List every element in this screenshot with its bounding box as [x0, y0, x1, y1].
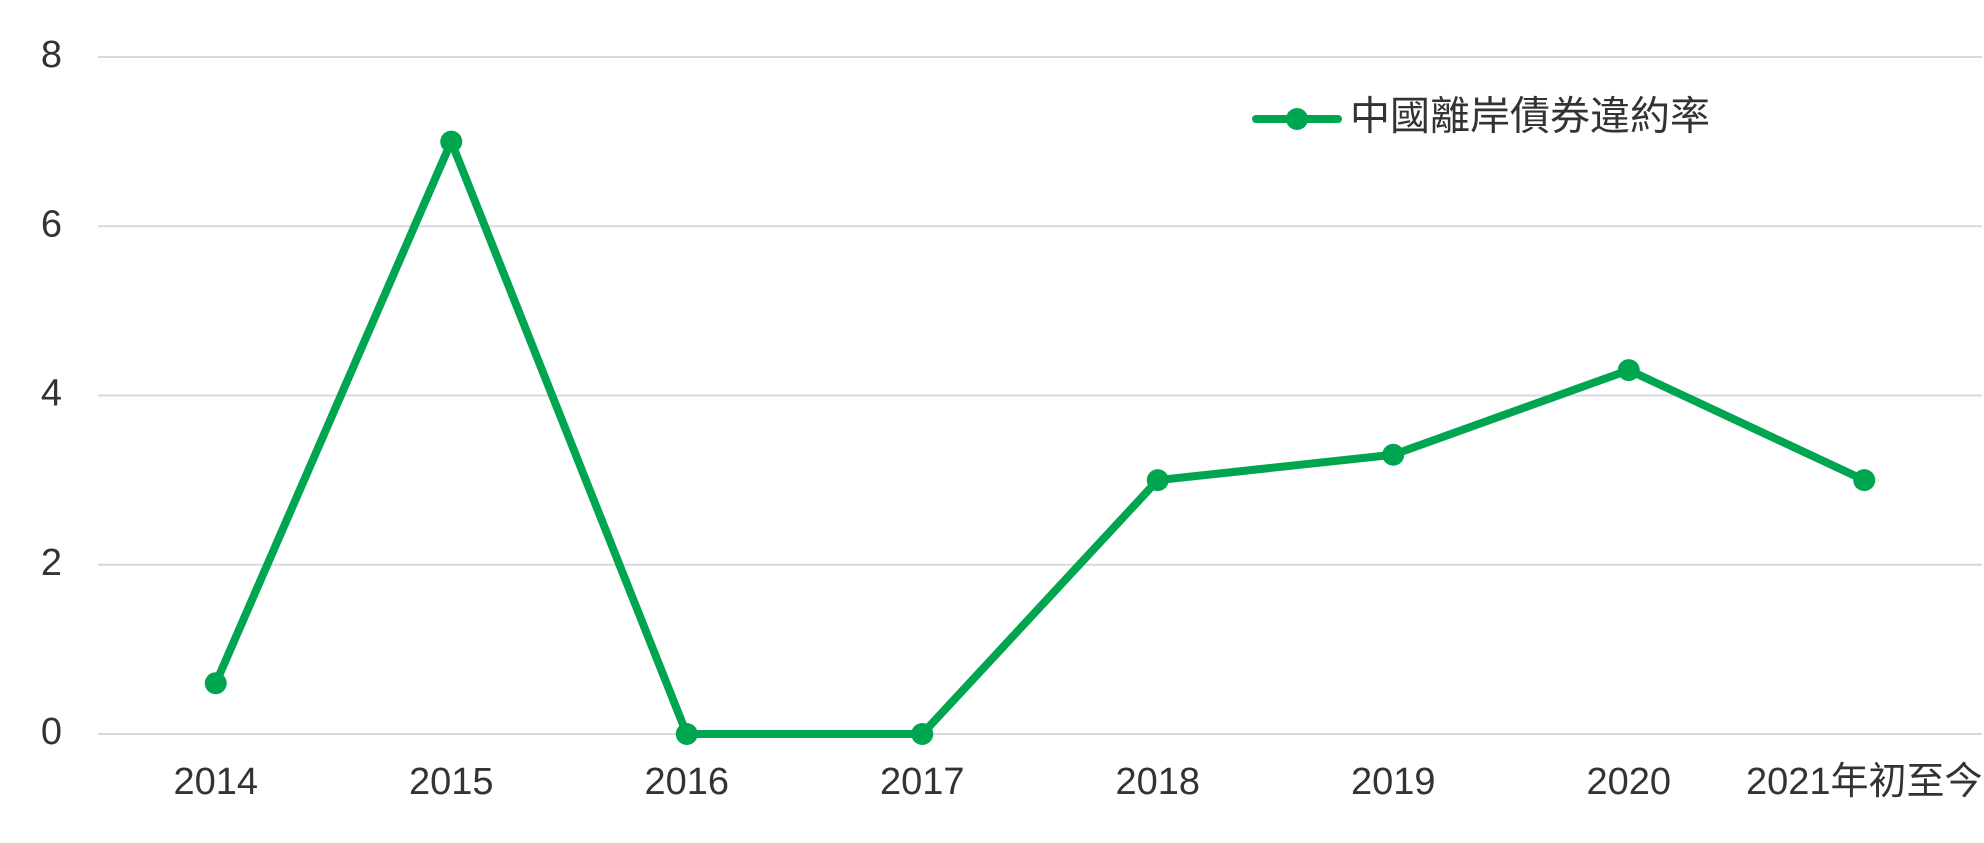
data-point — [1617, 359, 1640, 382]
data-point — [440, 130, 463, 153]
data-point — [1853, 469, 1876, 492]
legend-label: 中國離岸債券違約率 — [1350, 95, 1710, 139]
x-tick-label: 2018 — [1115, 761, 1200, 803]
y-tick-label: 8 — [41, 34, 62, 76]
data-point — [675, 723, 698, 745]
legend-marker — [1286, 108, 1308, 130]
x-tick-label: 2016 — [644, 761, 729, 803]
x-tick-label: 2020 — [1586, 761, 1671, 803]
y-tick-label: 4 — [41, 373, 62, 415]
y-tick-label: 2 — [41, 542, 62, 584]
x-tick-label: 2017 — [880, 761, 965, 803]
data-point — [911, 723, 934, 745]
y-tick-label: 6 — [41, 203, 62, 245]
x-tick-label: 2014 — [173, 761, 258, 803]
x-tick-label: 2015 — [409, 761, 494, 803]
series-line — [212, 137, 1866, 738]
x-tick-label: 2019 — [1351, 761, 1436, 803]
x-tick-label: 2021年初至今 — [1746, 761, 1983, 803]
y-tick-label: 0 — [41, 711, 62, 753]
data-point — [1146, 469, 1169, 492]
data-point — [1382, 443, 1405, 466]
data-point — [204, 672, 227, 695]
